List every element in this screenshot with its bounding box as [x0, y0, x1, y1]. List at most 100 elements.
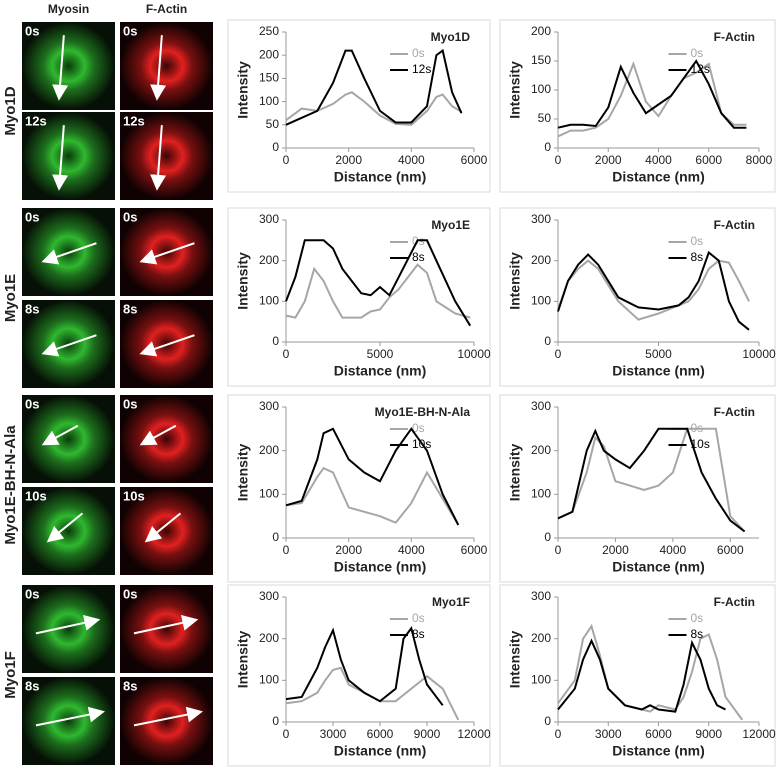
y-tick-label: 100: [531, 82, 551, 96]
y-tick-label: 0: [544, 140, 551, 154]
x-tick-label: 12000: [457, 727, 491, 741]
y-tick-label: 0: [544, 714, 551, 728]
y-tick-label: 150: [531, 53, 551, 67]
y-tick-label: 200: [531, 631, 551, 645]
time-label: 10s: [123, 488, 145, 503]
arrow: [150, 125, 167, 191]
x-tick-label: 0: [555, 153, 562, 167]
y-axis-label: Intensity: [235, 631, 251, 689]
time-label: 0s: [25, 396, 39, 411]
row-label: Myo1E-BH-N-Ala: [2, 425, 19, 545]
column-header: F-Actin: [146, 2, 187, 16]
x-tick-label: 6000: [695, 153, 722, 167]
chart-title: Myo1E: [431, 218, 470, 232]
chart-frame: [227, 394, 491, 583]
time-label: 12s: [25, 113, 47, 128]
time-label: 12s: [123, 113, 145, 128]
chart-frame: [499, 19, 776, 193]
arrow: [41, 242, 97, 265]
x-axis-label: Distance (nm): [334, 169, 427, 185]
y-tick-label: 300: [531, 589, 551, 603]
x-tick-label: 0: [283, 727, 290, 741]
y-tick-label: 50: [266, 117, 280, 131]
series-line: [285, 91, 463, 126]
y-axis-label: Intensity: [235, 252, 251, 310]
x-tick-label: 6000: [717, 543, 744, 557]
chart-frame: [227, 19, 491, 193]
micrograph: [22, 112, 115, 200]
micrograph: [120, 112, 213, 200]
y-axis-label: Intensity: [235, 444, 251, 502]
x-tick-label: 0: [555, 727, 562, 741]
time-label: 0s: [123, 209, 137, 224]
x-tick-label: 6000: [367, 727, 394, 741]
chart-frame: [227, 207, 491, 387]
time-label: 8s: [123, 678, 137, 693]
micrograph: [22, 395, 115, 483]
x-axis-label: Distance (nm): [334, 559, 427, 575]
series-line: [285, 263, 471, 319]
arrow: [144, 512, 182, 543]
y-tick-label: 100: [531, 673, 551, 687]
micrograph: [120, 487, 213, 575]
x-tick-label: 4000: [398, 543, 425, 557]
legend-label: 0s: [412, 611, 425, 625]
x-axis-label: Distance (nm): [334, 363, 427, 379]
x-axis-label: Distance (nm): [612, 169, 705, 185]
chart-frame: [499, 584, 776, 767]
x-axis-label: Distance (nm): [612, 363, 705, 379]
arrow: [133, 614, 199, 635]
time-label: 0s: [123, 396, 137, 411]
time-label: 0s: [25, 586, 39, 601]
chart-frame: [227, 584, 491, 767]
legend-label: 0s: [691, 611, 704, 625]
legend-label: 0s: [412, 421, 425, 435]
x-tick-label: 6000: [461, 153, 488, 167]
series-line: [557, 250, 750, 331]
x-tick-label: 4000: [398, 153, 425, 167]
y-tick-label: 0: [272, 334, 279, 348]
x-tick-label: 9000: [414, 727, 441, 741]
y-tick-label: 200: [259, 47, 279, 61]
x-tick-label: 0: [555, 347, 562, 361]
legend-label: 0s: [691, 46, 704, 60]
x-tick-label: 2000: [595, 153, 622, 167]
chart-title: F-Actin: [714, 218, 755, 232]
y-tick-label: 50: [538, 111, 552, 125]
y-tick-label: 100: [259, 294, 279, 308]
arrow: [41, 424, 79, 446]
chart-title: Myo1F: [432, 595, 470, 609]
arrow: [150, 35, 167, 101]
y-tick-label: 100: [259, 673, 279, 687]
y-tick-label: 0: [272, 530, 279, 544]
x-tick-label: 6000: [461, 543, 488, 557]
x-tick-label: 3000: [320, 727, 347, 741]
y-tick-label: 100: [531, 487, 551, 501]
x-tick-label: 10000: [457, 347, 491, 361]
arrow: [52, 35, 69, 101]
time-label: 0s: [123, 586, 137, 601]
row-label: Myo1F: [2, 651, 19, 699]
x-tick-label: 2000: [602, 543, 629, 557]
series-line: [285, 466, 460, 526]
y-tick-label: 100: [259, 487, 279, 501]
arrow: [35, 706, 105, 727]
y-tick-label: 200: [259, 443, 279, 457]
time-label: 0s: [25, 23, 39, 38]
arrow: [41, 334, 97, 357]
arrow: [139, 242, 195, 265]
x-tick-label: 0: [283, 347, 290, 361]
y-tick-label: 0: [272, 140, 279, 154]
arrow: [139, 334, 195, 357]
legend-label: 8s: [412, 250, 425, 264]
time-label: 8s: [25, 301, 39, 316]
y-axis-label: Intensity: [507, 631, 523, 689]
x-tick-label: 2000: [335, 153, 362, 167]
time-label: 8s: [123, 301, 137, 316]
series-line: [557, 59, 747, 129]
x-tick-label: 0: [283, 543, 290, 557]
micrograph: [120, 395, 213, 483]
legend-label: 0s: [691, 234, 704, 248]
time-label: 0s: [123, 23, 137, 38]
